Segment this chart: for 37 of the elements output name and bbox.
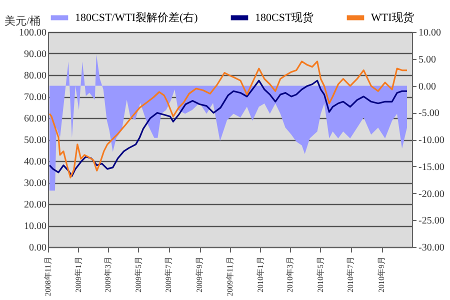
x-tick-label: 2009年11月: [226, 256, 234, 296]
x-tick-label: 2010年7月: [346, 256, 356, 292]
y-tick-label: 40.00: [24, 156, 46, 168]
y2-tick-label: 0.00: [418, 81, 436, 92]
x-tick-label: 2010年9月: [377, 256, 386, 292]
legend-label: 180CST/WTI裂解价差(右): [75, 12, 198, 24]
x-tick-label: 2009年1月: [74, 256, 83, 292]
y2-tick-label: -25.00: [418, 216, 444, 227]
y-tick-label: 60.00: [24, 114, 46, 124]
x-tick-label: 2010年1月: [256, 256, 265, 292]
y2-tick-label: 5.00: [418, 54, 436, 66]
x-tick-label: 2009年3月: [103, 256, 112, 292]
legend-label: WTI现货: [371, 12, 414, 24]
x-tick-label: 2009年5月: [134, 256, 143, 292]
y-tick-label: 30.00: [24, 178, 46, 189]
x-tick-label: 2010年3月: [285, 256, 294, 292]
y-tick-label: 70.00: [24, 92, 46, 103]
y-tick-label: 20.00: [24, 200, 46, 210]
y-tick-label: 0.00: [29, 242, 46, 254]
y-tick-label: 50.00: [24, 135, 46, 146]
y-tick-label: 10.00: [24, 221, 46, 232]
line-series: [48, 80, 408, 177]
y2-tick-label: -20.00: [418, 188, 444, 200]
y2-tick-label: 10.00: [418, 28, 441, 38]
legend-label: 180CST现货: [255, 12, 314, 24]
y2-tick-label: -30.00: [418, 242, 444, 254]
x-tick-label: 2009年7月: [164, 256, 174, 292]
x-tick-label: 2009年9月: [195, 256, 204, 292]
y-tick-label: 90.00: [24, 49, 46, 60]
x-tick-label: 2010年5月: [316, 256, 325, 292]
y2-tick-label: -10.00: [418, 135, 444, 146]
y-tick-label: 80.00: [24, 70, 46, 82]
x-tick-label: 2008年11月: [44, 256, 52, 296]
y-tick-label: 100.00: [19, 28, 46, 38]
y2-tick-label: -5.00: [418, 108, 440, 120]
y2-tick-label: -15.00: [418, 162, 444, 173]
y-axis-title: 美元/桶: [4, 14, 41, 28]
